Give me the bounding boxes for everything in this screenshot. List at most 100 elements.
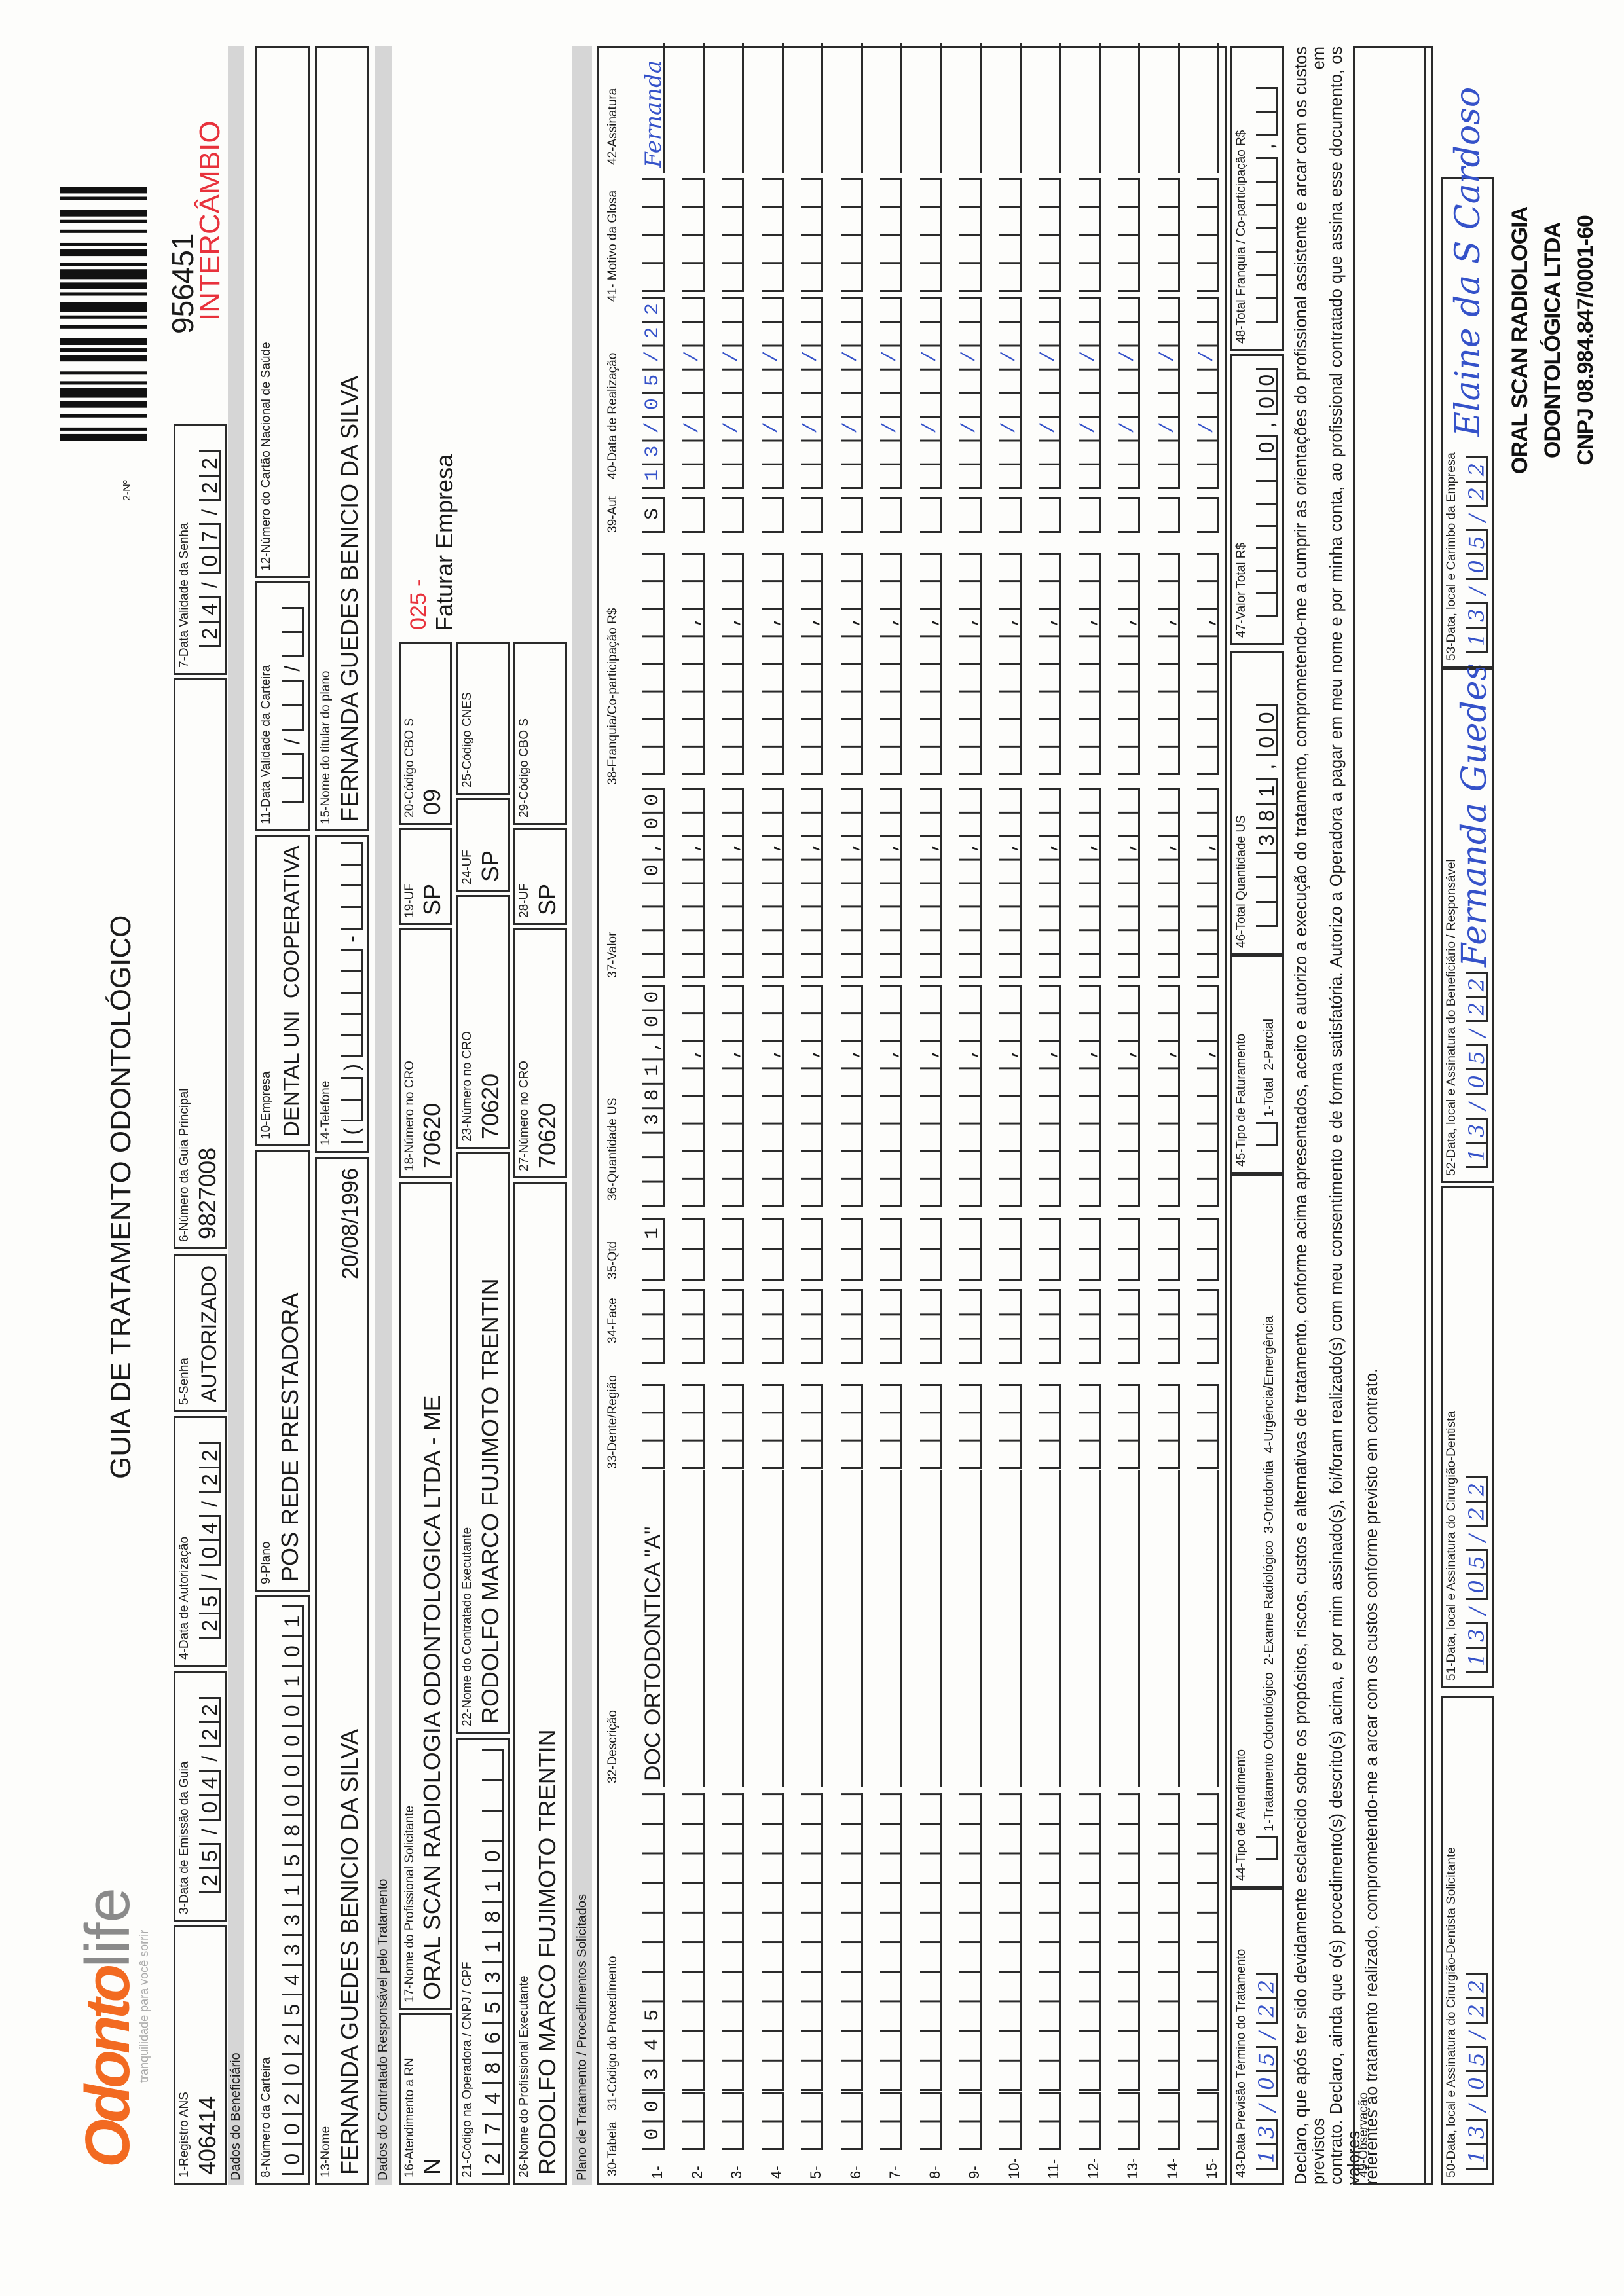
field-total-franquia[interactable]: 48-Total Franquia / Co-participação R$ ,: [1230, 46, 1284, 351]
cell-franquia[interactable]: ,: [761, 553, 784, 775]
cell-qtd[interactable]: [959, 1218, 982, 1281]
cell-face[interactable]: [840, 1289, 863, 1364]
cell-codigo[interactable]: [1197, 1793, 1219, 2091]
field-guia-principal[interactable]: 6-Número da Guia Principal 9827008: [174, 678, 227, 1249]
cell-glosa[interactable]: [999, 178, 1022, 292]
cell-qtd[interactable]: 1: [642, 1218, 665, 1281]
cell-qtd-us[interactable]: ,: [1078, 985, 1101, 1207]
cell-descricao[interactable]: [680, 1470, 705, 1787]
cell-dente[interactable]: [761, 1384, 784, 1469]
cell-data[interactable]: / /: [1157, 297, 1180, 489]
cell-data[interactable]: 13/05/22: [642, 297, 665, 489]
cell-assinatura[interactable]: [1195, 43, 1219, 173]
cell-qtd[interactable]: [1197, 1218, 1219, 1281]
cell-franquia[interactable]: ,: [919, 553, 942, 775]
cell-valor[interactable]: ,: [880, 788, 902, 978]
cell-franquia[interactable]: ,: [959, 553, 982, 775]
cell-aut[interactable]: [999, 497, 1022, 533]
cell-tabela[interactable]: 00: [642, 2092, 665, 2150]
field-data-emissao[interactable]: 3-Data de Emissão da Guia 2 5/0 4/2 2: [174, 1671, 227, 1922]
cell-valor[interactable]: ,: [682, 788, 705, 978]
cell-dente[interactable]: [1118, 1384, 1140, 1469]
cell-codigo[interactable]: [880, 1793, 902, 2091]
cell-face[interactable]: [761, 1289, 784, 1364]
field-codigo-operadora[interactable]: 21-Código na Operadora / CNPJ / CPF 2 7 4 8 6…: [456, 1738, 510, 2185]
cell-aut[interactable]: [722, 497, 744, 533]
cell-glosa[interactable]: [1078, 178, 1101, 292]
cell-face[interactable]: [959, 1289, 982, 1364]
cell-face[interactable]: [1157, 1289, 1180, 1364]
cell-qtd-us[interactable]: ,: [801, 985, 823, 1207]
cell-tabela[interactable]: [761, 2092, 784, 2150]
cell-descricao[interactable]: [1195, 1470, 1219, 1787]
cell-glosa[interactable]: [761, 178, 784, 292]
cell-glosa[interactable]: [1118, 178, 1140, 292]
cell-face[interactable]: [722, 1289, 744, 1364]
cell-assinatura[interactable]: [799, 43, 823, 173]
option-cell[interactable]: [1256, 1836, 1278, 1860]
cell-face[interactable]: [999, 1289, 1022, 1364]
cell-assinatura[interactable]: [838, 43, 863, 173]
cell-codigo[interactable]: [801, 1793, 823, 2091]
field-cbo-solicitante[interactable]: 20-Código CBO S 09: [399, 642, 452, 825]
cell-qtd-us[interactable]: ,: [999, 985, 1022, 1207]
field-atendimento-rn[interactable]: 16-Atendimento a RN N: [399, 2013, 452, 2185]
cell-tabela[interactable]: [959, 2092, 982, 2150]
cell-franquia[interactable]: ,: [722, 553, 744, 775]
field-cbo-executante[interactable]: 29-Código CBO S: [513, 642, 567, 825]
cell-valor[interactable]: ,: [722, 788, 744, 978]
cell-franquia[interactable]: ,: [880, 553, 902, 775]
cell-descricao[interactable]: [759, 1470, 784, 1787]
cell-descricao[interactable]: [720, 1470, 744, 1787]
field-telefone[interactable]: 14-Telefone ( ) -: [315, 835, 369, 1153]
cell-glosa[interactable]: [801, 178, 823, 292]
cell-codigo[interactable]: [682, 1793, 705, 2091]
cell-qtd-us[interactable]: ,: [1039, 985, 1061, 1207]
cell-dente[interactable]: [880, 1384, 902, 1469]
cell-aut[interactable]: [959, 497, 982, 533]
cell-aut[interactable]: [1078, 497, 1101, 533]
cell-data[interactable]: / /: [1039, 297, 1061, 489]
cell-data[interactable]: / /: [1118, 297, 1140, 489]
field-senha[interactable]: 5-Senha AUTORIZADO: [174, 1254, 227, 1412]
field-uf-solicitante[interactable]: 19-UF SP: [399, 828, 452, 925]
cell-descricao[interactable]: [1155, 1470, 1180, 1787]
field-uf-executante[interactable]: 28-UF SP: [513, 828, 567, 925]
cell-assinatura[interactable]: [1155, 43, 1180, 173]
cell-data[interactable]: / /: [959, 297, 982, 489]
cell-codigo[interactable]: [1039, 1793, 1061, 2091]
cell-descricao[interactable]: [838, 1470, 863, 1787]
cell-dente[interactable]: [642, 1384, 665, 1469]
cell-glosa[interactable]: [682, 178, 705, 292]
cell-aut[interactable]: [682, 497, 705, 533]
cell-face[interactable]: [919, 1289, 942, 1364]
cell-dente[interactable]: [959, 1384, 982, 1469]
cell-data[interactable]: / /: [761, 297, 784, 489]
cell-valor[interactable]: ,: [840, 788, 863, 978]
cell-qtd-us[interactable]: ,: [1118, 985, 1140, 1207]
cell-valor[interactable]: 0,00: [642, 788, 665, 978]
cell-franquia[interactable]: ,: [1197, 553, 1219, 775]
cell-data[interactable]: / /: [801, 297, 823, 489]
cell-franquia[interactable]: ,: [1039, 553, 1061, 775]
cell-aut[interactable]: [1118, 497, 1140, 533]
cell-assinatura[interactable]: [1076, 43, 1101, 173]
field-cro-solicitante[interactable]: 18-Número no CRO 70620: [399, 928, 452, 1178]
cell-face[interactable]: [1197, 1289, 1219, 1364]
cell-franquia[interactable]: ,: [840, 553, 863, 775]
cell-qtd[interactable]: [880, 1218, 902, 1281]
cell-valor[interactable]: ,: [1197, 788, 1219, 978]
field-contratado-executante[interactable]: 22-Nome do Contratado Executante RODOLFO …: [456, 1152, 510, 1734]
cell-dente[interactable]: [919, 1384, 942, 1469]
cell-codigo[interactable]: [1078, 1793, 1101, 2091]
cell-assinatura[interactable]: [957, 43, 982, 173]
cell-tabela[interactable]: [919, 2092, 942, 2150]
field-titular[interactable]: 15-Nome do titular do plano FERNANDA GUED…: [315, 46, 369, 831]
cell-data[interactable]: / /: [919, 297, 942, 489]
cell-data[interactable]: / /: [999, 297, 1022, 489]
cell-qtd[interactable]: [1157, 1218, 1180, 1281]
cell-franquia[interactable]: ,: [1078, 553, 1101, 775]
cell-qtd-us[interactable]: ,: [919, 985, 942, 1207]
cell-franquia[interactable]: ,: [1157, 553, 1180, 775]
